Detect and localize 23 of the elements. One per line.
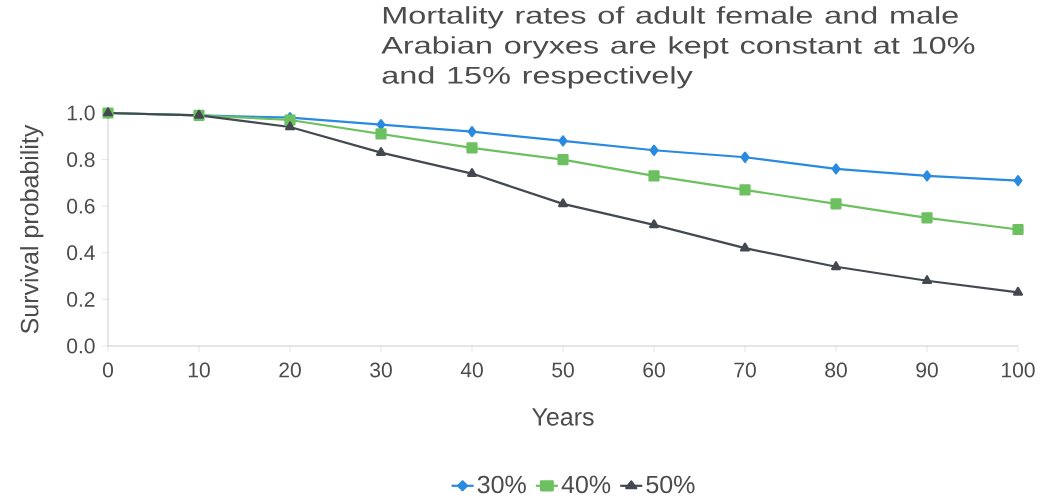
x-tick-label: 20 (279, 362, 301, 378)
x-tick-label: 10 (188, 362, 210, 378)
y-tick-label: 1.0 (67, 105, 95, 121)
x-tick-label: 80 (825, 362, 847, 378)
legend-label: 30% (477, 475, 526, 494)
legend-label: 50% (646, 475, 695, 494)
x-tick-label: 100 (1002, 362, 1035, 378)
y-tick-label: 0.2 (67, 291, 95, 307)
y-tick-label: 0.8 (67, 152, 95, 168)
x-tick-label: 60 (643, 362, 665, 378)
x-tick-label: 0 (102, 362, 114, 378)
x-axis-title: Years (532, 408, 594, 426)
y-tick-label: 0.6 (67, 198, 95, 214)
x-tick-label: 70 (734, 362, 756, 378)
y-axis-title: Survival probability (20, 124, 44, 334)
y-tick-label: 0.4 (67, 245, 95, 261)
x-tick-label: 50 (552, 362, 574, 378)
x-tick-label: 40 (460, 362, 483, 378)
chart-title: Mortality rates of adult female and male Arabian oryxes are kept constant at 10% and 15% respectively (381, 6, 975, 89)
y-tick-label: 0.0 (67, 338, 95, 354)
x-tick-label: 30 (370, 362, 392, 378)
x-tick-label: 90 (916, 362, 938, 378)
legend-label: 40% (561, 475, 611, 494)
